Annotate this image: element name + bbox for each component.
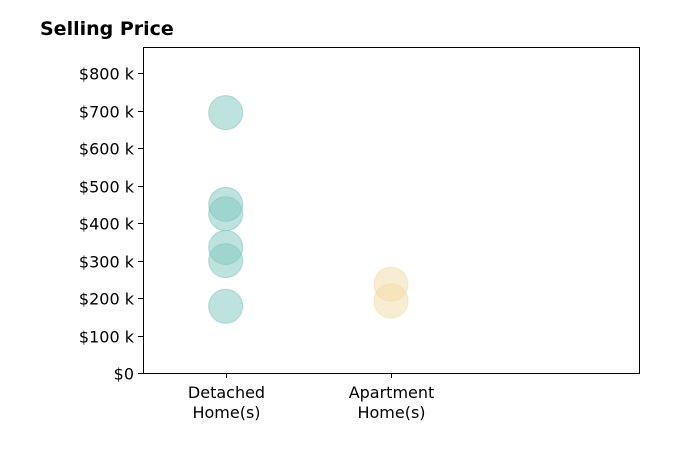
x-tick-label: Detached Home(s): [188, 383, 265, 422]
y-tick-label: $600 k: [79, 140, 135, 159]
data-points: [208, 95, 409, 324]
y-tick-label: $400 k: [79, 215, 135, 234]
data-point: [208, 243, 244, 279]
x-axis: Detached Home(s) Apartment Home(s): [188, 373, 434, 422]
y-tick-label: $0: [114, 365, 134, 384]
y-tick-label: $500 k: [79, 178, 135, 197]
data-point: [208, 95, 244, 131]
plot-frame: [143, 47, 640, 374]
y-tick-label: $100 k: [79, 328, 135, 347]
chart-title: Selling Price: [40, 18, 174, 40]
data-point: [208, 196, 244, 232]
x-tick-label: Apartment Home(s): [349, 383, 435, 422]
y-tick-label: $700 k: [79, 103, 135, 122]
y-tick-label: $200 k: [79, 290, 135, 309]
y-axis: $0 $100 k $200 k $300 k $400 k $500 k $600 k $7…: [79, 65, 143, 384]
data-point: [373, 283, 409, 319]
data-point: [208, 288, 244, 324]
y-tick-label: $800 k: [79, 65, 135, 84]
y-tick-label: $300 k: [79, 253, 135, 272]
